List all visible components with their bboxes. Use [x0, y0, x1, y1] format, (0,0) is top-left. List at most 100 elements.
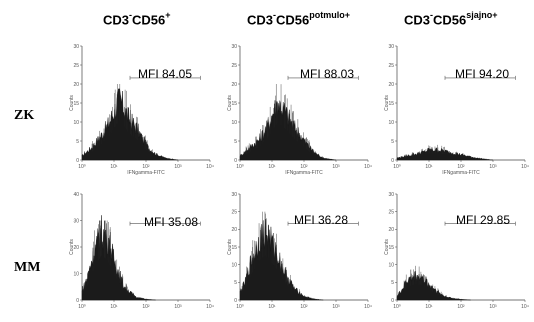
header-sup: -	[129, 10, 133, 20]
x-tick-label: 10³	[489, 164, 497, 170]
column-header-cd56-bright: CD3-CD56sjajno+	[404, 10, 498, 28]
x-tick-label: 10²	[300, 164, 308, 170]
x-tick-label: 10³	[174, 164, 182, 170]
y-tick-label: 10	[388, 120, 394, 126]
mfi-label: MFI 84.05	[138, 67, 193, 81]
x-tick-label: 10¹	[110, 304, 118, 310]
y-tick-label: 20	[388, 227, 394, 233]
y-tick-label: 20	[73, 245, 79, 251]
y-tick-label: 0	[391, 158, 394, 164]
x-tick-label: 10¹	[425, 164, 433, 170]
x-tick-label: 10⁴	[521, 164, 529, 170]
y-tick-label: 10	[73, 271, 79, 277]
y-tick-label: 20	[231, 82, 237, 88]
x-tick-label: 10⁰	[236, 304, 244, 310]
x-tick-label: 10²	[142, 304, 150, 310]
y-tick-label: 10	[73, 120, 79, 126]
mfi-label: MFI 36.28	[294, 213, 349, 227]
histogram-svg: 0 5 10 15 20 25 30 10⁰ 10¹ 10² 10³ 10⁴ Counts	[227, 192, 372, 310]
column-header-cd56-dim: CD3-CD56potmulo+	[247, 10, 351, 28]
y-tick-label: 20	[231, 227, 237, 233]
x-axis-title: IFNgamma-FITC	[127, 170, 165, 176]
x-tick-label: 10³	[489, 304, 497, 310]
x-tick-label: 10¹	[268, 164, 276, 170]
header-sup: -	[430, 10, 434, 20]
histogram-panel-mm-cd56-dim: 0 5 10 15 20 25 30 10⁰ 10¹ 10² 10³ 10⁴ Counts MFI 36…	[226, 188, 376, 310]
header-mid: CD56	[276, 12, 310, 28]
y-axis-title: Counts	[69, 95, 75, 111]
y-tick-label: 25	[388, 63, 394, 69]
y-tick-label: 25	[231, 63, 237, 69]
y-tick-label: 0	[234, 298, 237, 304]
histogram-panel-zk-cd56-dim: 0 5 10 15 20 25 30 10⁰ 10¹ 10² 10³ 10⁴ Counts IFNgamm…	[226, 40, 376, 176]
header-base: CD3	[404, 12, 431, 28]
y-tick-label: 15	[231, 245, 237, 251]
histogram-panel-mm-cd56-bright: 0 5 10 15 20 25 30 10⁰ 10¹ 10² 10³ 10⁴ Counts MFI 29…	[383, 188, 533, 310]
y-tick-label: 0	[76, 298, 79, 304]
x-tick-label: 10⁴	[206, 304, 214, 310]
histogram-area	[239, 100, 337, 161]
header-base: CD3	[247, 12, 274, 28]
y-tick-label: 30	[388, 44, 394, 50]
y-tick-label: 5	[234, 139, 237, 145]
x-tick-label: 10²	[457, 164, 465, 170]
x-tick-label: 10⁰	[78, 304, 86, 310]
y-tick-label: 20	[388, 82, 394, 88]
x-tick-label: 10¹	[268, 304, 276, 310]
header-mid: CD56	[433, 12, 467, 28]
x-tick-label: 10⁰	[78, 164, 86, 170]
header-sup: -	[273, 10, 277, 20]
y-tick-label: 15	[73, 101, 79, 107]
header-sup: sjajno+	[466, 10, 498, 20]
y-tick-label: 30	[388, 192, 394, 198]
x-tick-label: 10⁴	[364, 164, 372, 170]
x-tick-label: 10¹	[425, 304, 433, 310]
histogram-area	[81, 88, 179, 161]
x-tick-label: 10⁴	[364, 304, 372, 310]
histogram-svg: 0 5 10 15 20 25 30 10⁰ 10¹ 10² 10³ 10⁴ Counts IFNgamm…	[384, 44, 529, 176]
histogram-svg: 0 5 10 15 20 25 30 10⁰ 10¹ 10² 10³ 10⁴ Counts	[384, 192, 529, 310]
x-tick-label: 10²	[457, 304, 465, 310]
histogram-svg: 0 10 20 30 40 10⁰ 10¹ 10² 10³ 10⁴ Counts	[69, 192, 214, 310]
y-tick-label: 5	[391, 280, 394, 286]
histogram-panel-mm-cd56-positive: 0 10 20 30 40 10⁰ 10¹ 10² 10³ 10⁴ Counts MFI 35.08	[68, 188, 218, 310]
x-axis-title: IFNgamma-FITC	[285, 170, 323, 176]
column-header-cd56-positive: CD3-CD56+	[103, 10, 171, 28]
y-tick-label: 15	[388, 245, 394, 251]
y-tick-label: 30	[73, 218, 79, 224]
histogram-svg: 0 5 10 15 20 25 30 10⁰ 10¹ 10² 10³ 10⁴ Counts IFNgamm…	[227, 44, 372, 176]
x-axis-title: IFNgamma-FITC	[442, 170, 480, 176]
x-tick-label: 10³	[174, 304, 182, 310]
y-axis-title: Counts	[384, 95, 390, 111]
mfi-label: MFI 35.08	[144, 215, 199, 229]
x-tick-label: 10³	[332, 304, 340, 310]
y-tick-label: 10	[388, 262, 394, 268]
y-axis-title: Counts	[227, 239, 233, 255]
y-tick-label: 5	[234, 280, 237, 286]
histogram-panel-zk-cd56-bright: 0 5 10 15 20 25 30 10⁰ 10¹ 10² 10³ 10⁴ Counts IFNgamm…	[383, 40, 533, 176]
header-sup: +	[165, 10, 171, 20]
mfi-label: MFI 29.85	[456, 213, 511, 227]
y-tick-label: 25	[231, 209, 237, 215]
y-axis-title: Counts	[69, 239, 75, 255]
y-tick-label: 30	[73, 44, 79, 50]
y-axis-title: Counts	[227, 95, 233, 111]
x-tick-label: 10²	[142, 164, 150, 170]
x-tick-label: 10⁰	[236, 164, 244, 170]
histogram-area	[396, 271, 471, 301]
x-tick-label: 10⁴	[521, 304, 529, 310]
y-tick-label: 20	[73, 82, 79, 88]
y-tick-label: 0	[391, 298, 394, 304]
y-tick-label: 15	[388, 101, 394, 107]
y-tick-label: 30	[231, 192, 237, 198]
x-tick-label: 10⁰	[393, 164, 401, 170]
y-tick-label: 0	[234, 158, 237, 164]
x-tick-label: 10¹	[110, 164, 118, 170]
y-tick-label: 10	[231, 120, 237, 126]
y-tick-label: 15	[231, 101, 237, 107]
header-mid: CD56	[132, 12, 166, 28]
y-tick-label: 5	[391, 139, 394, 145]
header-sup: potmulo+	[309, 10, 351, 20]
x-tick-label: 10⁴	[206, 164, 214, 170]
histogram-svg: 0 5 10 15 20 25 30 10⁰ 10¹ 10² 10³ 10⁴ Counts IFNgamm…	[69, 44, 214, 176]
